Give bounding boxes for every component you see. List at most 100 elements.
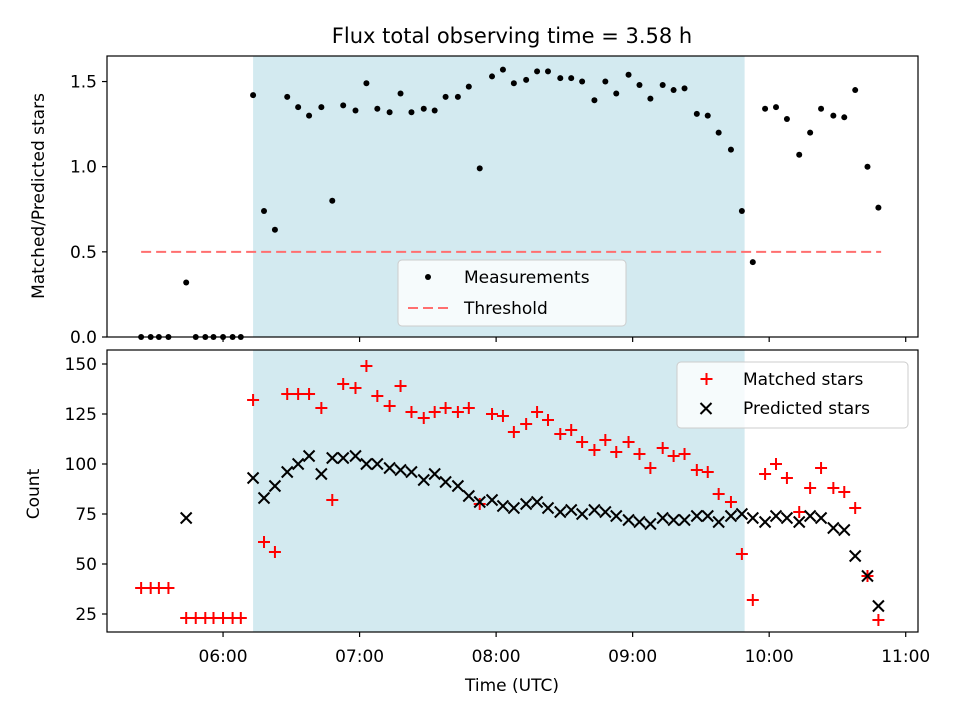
predicted-star-point [735, 507, 749, 521]
matched-star-point [667, 450, 680, 462]
matched-star-point [281, 388, 294, 400]
x-tick-label: 11:00 [881, 647, 930, 667]
predicted-star-point [554, 505, 567, 519]
matched-star-point [507, 426, 520, 438]
predicted-star-point [724, 509, 738, 523]
predicted-star-point [268, 479, 282, 493]
matched-star-point [701, 466, 714, 478]
predicted-star-point [861, 569, 874, 583]
measurement-point [670, 87, 677, 94]
predicted-star-point [599, 505, 612, 519]
measurement-point [841, 114, 848, 121]
measurement-point [613, 90, 620, 97]
predicted-star-point [803, 509, 817, 523]
matched-star-point [678, 448, 691, 460]
legend-matched-marker [700, 373, 713, 385]
predicted-star-point [656, 511, 669, 525]
measurement-point [476, 165, 483, 172]
predicted-star-point [405, 465, 418, 479]
predicted-star-point [644, 517, 657, 531]
measurement-point [442, 93, 449, 100]
measurement-point [625, 71, 632, 78]
predicted-star-point [428, 467, 441, 481]
count-y-tick-label: 150 [65, 355, 97, 375]
predicted-star-point [758, 515, 772, 529]
predicted-star-point [575, 507, 589, 521]
measurement-point [783, 116, 790, 123]
matched-star-point [520, 418, 533, 430]
legend-predicted-marker [699, 402, 713, 415]
measurement-point [875, 204, 882, 211]
predicted-star-point [360, 457, 373, 471]
predicted-star-point [439, 475, 452, 489]
predicted-star-point [179, 511, 193, 525]
matched-stars-series [135, 360, 885, 626]
predicted-star-point [588, 503, 601, 517]
x-tick-label: 09:00 [608, 647, 657, 667]
predicted-star-point [519, 497, 533, 511]
count-y-tick-label: 25 [75, 605, 97, 625]
count-y-tick-label: 50 [75, 555, 97, 575]
matched-star-point [303, 388, 316, 400]
matched-star-point [746, 594, 759, 606]
measurement-point [284, 93, 291, 100]
predicted-star-point [336, 451, 350, 465]
measurement-point [250, 92, 257, 99]
matched-star-point [690, 464, 703, 476]
measurement-point [363, 80, 370, 87]
measurement-point [499, 66, 506, 73]
predicted-star-point [281, 465, 294, 479]
x-tick-label: 07:00 [335, 647, 384, 667]
measurement-point [408, 109, 415, 116]
matched-star-point [496, 410, 509, 422]
predicted-star-point [315, 467, 328, 481]
count-panel: 06:00 07:00 08:00 09:00 10:00 11:00 25 50 75 100 1… [24, 349, 930, 696]
matched-star-point [838, 486, 851, 498]
predicted-star-point [383, 461, 396, 475]
predicted-star-point [462, 489, 476, 503]
matched-star-point [656, 442, 669, 454]
predicted-star-point [848, 549, 862, 563]
matched-star-point [234, 612, 247, 624]
x-tick-label: 08:00 [472, 647, 521, 667]
ratio-legend-box [397, 259, 627, 327]
measurement-point [340, 102, 347, 109]
measurement-point [738, 207, 745, 214]
matched-star-point [815, 462, 828, 474]
count-panel-frame [106, 349, 919, 633]
matched-star-point [565, 424, 578, 436]
matched-star-point [804, 482, 817, 494]
ratio-y-tick-label: 1.5 [70, 73, 97, 93]
measurement-point [465, 83, 472, 90]
measurement-point [659, 81, 666, 88]
measurement-point [295, 104, 302, 111]
matched-star-point [541, 414, 554, 426]
legend-measurements-marker [425, 274, 431, 280]
matched-star-point [394, 380, 407, 392]
measurement-point [306, 112, 313, 119]
legend-measurements-label: Measurements [464, 268, 590, 288]
matched-star-point [292, 388, 305, 400]
measurement-point [727, 146, 734, 153]
measurement-point [420, 105, 427, 112]
matched-star-point [405, 406, 418, 418]
predicted-star-point [690, 509, 704, 523]
predicted-star-point [541, 501, 555, 515]
matched-star-point [576, 436, 589, 448]
matched-star-point [724, 496, 737, 508]
matched-star-point [759, 468, 772, 480]
predicted-star-point [793, 515, 806, 529]
matched-star-point [793, 506, 806, 518]
ratio-axis-ticks: 0.0 0.5 1.0 1.5 [70, 73, 907, 348]
predicted-star-point [530, 495, 544, 509]
measurement-point [579, 78, 586, 85]
matched-star-point [162, 582, 175, 594]
predicted-star-point [507, 501, 521, 515]
matched-star-point [371, 390, 384, 402]
measurement-point [489, 73, 496, 80]
measurement-point [386, 109, 393, 116]
matched-star-point [531, 406, 544, 418]
predicted-stars-series [179, 449, 885, 613]
predicted-star-point [417, 473, 430, 487]
predicted-star-point [827, 521, 840, 535]
